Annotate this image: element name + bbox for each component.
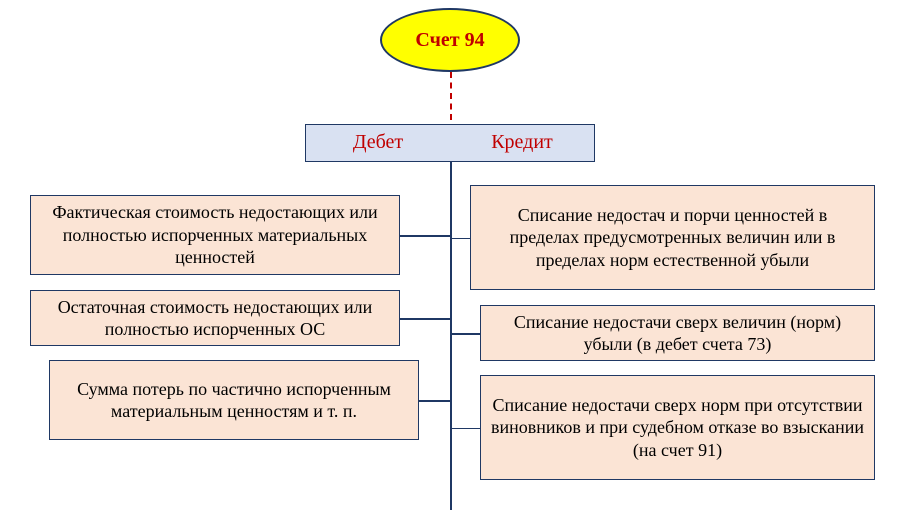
debit-leaf-2: Сумма потерь по частично испорченным мат… — [49, 360, 419, 440]
debit-leaf-0: Фактическая стоимость недостающих или по… — [30, 195, 400, 275]
credit-leaf-1: Списание недостачи сверх величин (норм) … — [480, 305, 875, 361]
debit-credit-header: Дебет Кредит — [305, 124, 595, 162]
debit-header: Дебет — [306, 125, 450, 161]
connector-credit-1 — [450, 333, 480, 335]
connector-credit-2 — [450, 428, 480, 430]
root-label: Счет 94 — [415, 29, 484, 52]
spine-line — [450, 162, 452, 510]
root-account-ellipse: Счет 94 — [380, 8, 520, 72]
connector-debit-0 — [400, 235, 450, 237]
debit-leaf-text-2: Сумма потерь по частично испорченным мат… — [60, 378, 408, 423]
debit-leaf-text-0: Фактическая стоимость недостающих или по… — [41, 201, 389, 269]
credit-leaf-0: Списание недостач и порчи ценностей в пр… — [470, 185, 875, 290]
connector-debit-2 — [419, 400, 450, 402]
connector-credit-0 — [450, 238, 470, 240]
credit-header: Кредит — [450, 125, 594, 161]
credit-leaf-text-0: Списание недостач и порчи ценностей в пр… — [481, 204, 864, 272]
credit-leaf-text-2: Списание недостачи сверх норм при отсутс… — [491, 394, 864, 462]
debit-label: Дебет — [353, 131, 403, 153]
credit-label: Кредит — [491, 131, 553, 153]
credit-leaf-2: Списание недостачи сверх норм при отсутс… — [480, 375, 875, 480]
connector-debit-1 — [400, 318, 450, 320]
credit-leaf-text-1: Списание недостачи сверх величин (норм) … — [491, 311, 864, 356]
debit-leaf-1: Остаточная стоимость недостающих или пол… — [30, 290, 400, 346]
debit-leaf-text-1: Остаточная стоимость недостающих или пол… — [41, 296, 389, 341]
